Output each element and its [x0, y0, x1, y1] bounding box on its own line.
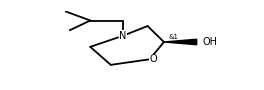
Text: OH: OH: [203, 37, 218, 47]
Text: O: O: [150, 54, 158, 64]
Text: &1: &1: [168, 34, 178, 40]
Text: N: N: [119, 31, 127, 41]
Polygon shape: [164, 39, 197, 45]
